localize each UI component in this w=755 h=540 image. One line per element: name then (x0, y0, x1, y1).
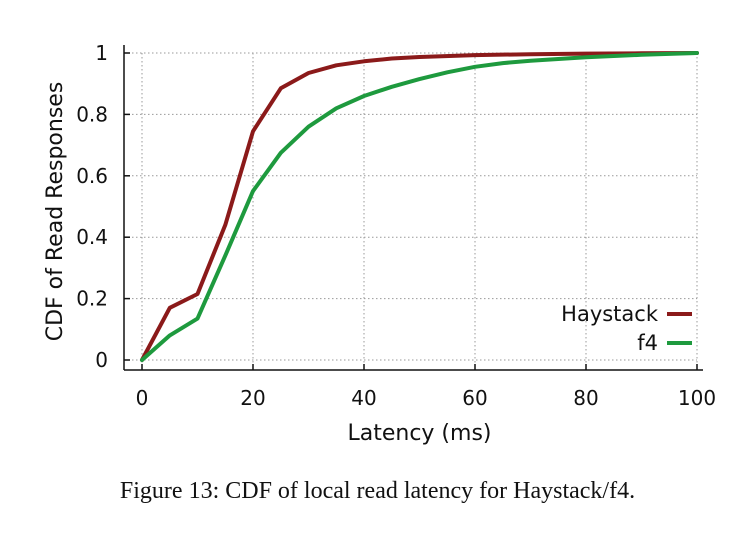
x-tick-label: 100 (678, 386, 716, 410)
axes (123, 45, 703, 371)
x-axis-title: Latency (ms) (347, 421, 491, 446)
legend-label-haystack: Haystack (561, 302, 659, 326)
y-tick-label: 0 (95, 348, 108, 372)
ticks: 0 20 40 60 80 100 0 0.2 0.4 0.6 0.8 1 (76, 41, 716, 410)
y-axis-title: CDF of Read Responses (43, 82, 68, 342)
x-tick-label: 60 (462, 386, 487, 410)
x-tick-label: 20 (240, 386, 265, 410)
x-tick-label: 40 (351, 386, 376, 410)
series-line-haystack (140, 51, 699, 362)
x-tick-label: 0 (136, 386, 149, 410)
y-tick-label: 0.4 (76, 225, 108, 249)
figure-caption: Figure 13: CDF of local read latency for… (119, 478, 636, 504)
y-tick-label: 1 (95, 41, 108, 65)
series-line-f4 (140, 51, 699, 362)
y-tick-label: 0.8 (76, 102, 108, 126)
y-tick-label: 0.2 (76, 287, 108, 311)
legend: Haystack f4 (561, 302, 692, 355)
legend-label-f4: f4 (637, 331, 658, 355)
series-lines (140, 51, 699, 362)
y-tick-label: 0.6 (76, 164, 108, 188)
x-tick-label: 80 (573, 386, 598, 410)
